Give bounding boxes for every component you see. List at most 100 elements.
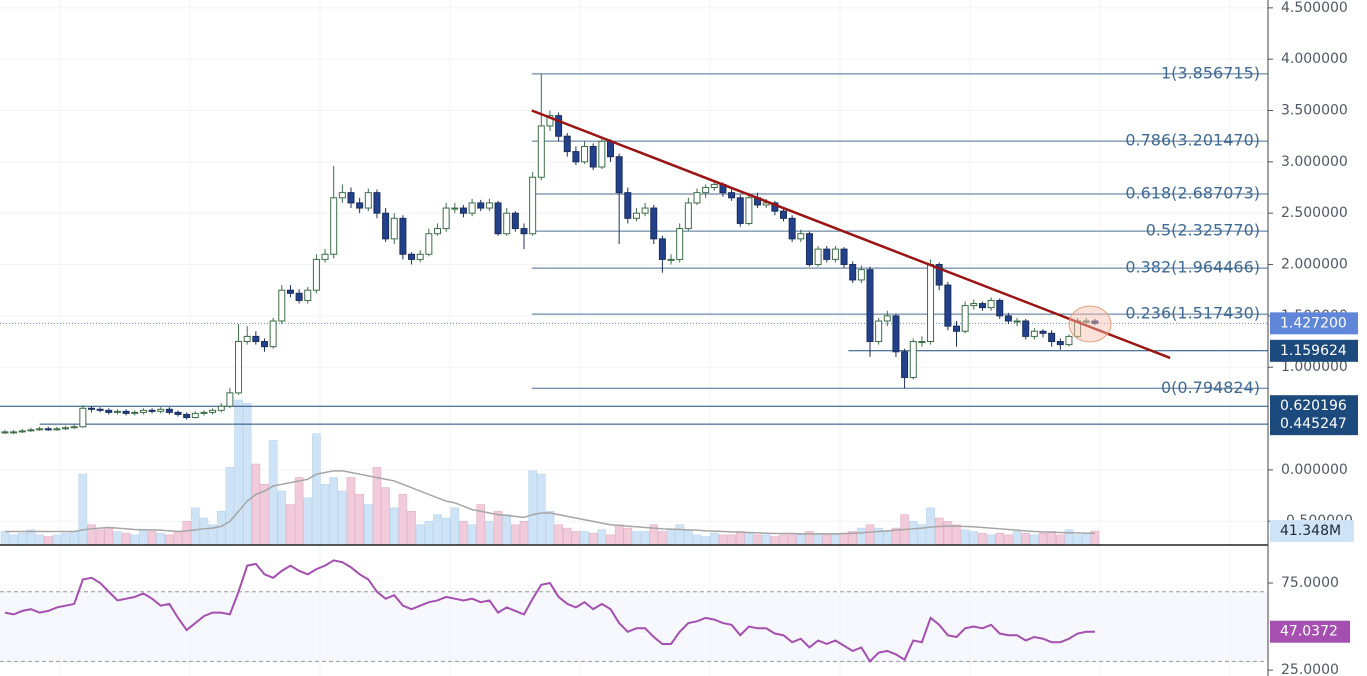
volume-bar [1056,534,1065,546]
volume-bar [1081,532,1091,546]
candle-body [1082,320,1090,323]
candle-body [79,407,87,428]
price-line-label: 0.620196 [1280,398,1347,414]
candle-body [459,207,467,214]
candle-body [745,197,753,224]
candle-body [572,151,580,163]
candle-body [286,289,294,294]
candle-body [442,207,450,230]
candle-body [883,315,891,322]
y-tick-label: 3.500000 [1281,103,1348,119]
volume-bar [779,534,788,546]
volume-bar [857,527,866,546]
price-line-label: 0.445247 [1280,416,1347,432]
candle-body [1030,330,1038,337]
candle-body [304,289,312,301]
candle-body [96,408,104,411]
volume-bar [485,521,494,546]
volume-bar [718,534,728,546]
candle-body [1056,341,1064,346]
volume-bar [511,524,520,546]
volume-bar [355,494,364,546]
candle-body [477,202,485,209]
trendline [531,109,1171,360]
candle-body [658,238,666,260]
fib-label: 0.5(2.325770) [1146,221,1260,240]
candle-body [451,207,459,210]
volume-bar [727,534,736,546]
fib-label: 0.618(2.687073) [1125,183,1260,202]
volume-bar [338,490,347,546]
volume-bar [415,524,425,546]
volume-bar [614,524,624,546]
volume-bar [640,531,650,546]
volume-bar [684,529,693,546]
candle-body [70,426,78,429]
candle-body [831,248,839,260]
candle-body [200,411,208,414]
candle-body [62,427,70,430]
candle-body [217,405,225,411]
candle-body [814,248,822,266]
volume-bar [536,473,546,546]
candle-body [866,269,874,343]
volume-bar [260,484,269,546]
volume-bar [735,531,745,546]
volume-bar [562,527,572,546]
volume-last-box [1270,520,1354,543]
candle-body [918,341,926,344]
volume-ma-line [5,470,1095,535]
volume-bar [882,531,892,546]
fib-label: 0.786(3.201470) [1125,131,1260,150]
volume-bar [43,536,53,546]
candle-body [667,258,675,261]
candle-body [555,115,563,137]
candle-body [382,212,390,240]
candle-body [875,320,883,343]
rsi-line [4,559,1095,663]
candle-body [892,315,900,353]
fib-label: 1(3.856715) [1161,63,1260,82]
volume-bar [450,507,460,546]
candle-body [650,207,658,240]
volume-bar [121,532,131,546]
candle-body [511,212,519,230]
volume-bar [173,531,183,546]
volume-bar [796,534,806,546]
volume-bar [978,532,987,546]
volume-bar [95,529,105,546]
volume-bar [580,531,589,546]
candle-body [399,217,407,255]
volume-bar [934,517,944,546]
volume-bar [528,470,537,546]
candle-body [641,207,649,214]
candle-body [356,202,364,209]
volume-bar [502,514,512,546]
candle-body [961,305,969,332]
candle-body [1013,320,1021,323]
volume-bar [407,510,416,546]
volume-bar [303,497,313,546]
volume-bar [908,521,918,546]
last-price-box [1270,312,1358,335]
candle-body [53,428,61,431]
candle-body [148,409,156,412]
volume-bar [519,521,529,546]
candle-body [191,412,199,419]
y-tick-label: 0.000000 [1281,462,1348,478]
candle-body [408,253,416,260]
candle-body [624,192,632,219]
volume-bar [839,532,849,546]
volume-bar [960,529,970,546]
volume-bar [182,521,191,546]
volume-bar [1047,531,1056,546]
candle-body [840,248,848,266]
candle-body [364,192,372,209]
candle-body [1091,320,1099,324]
volume-bar [597,529,607,546]
volume-bar [268,440,278,546]
candle-body [174,411,182,415]
fib-label: 0(0.794824) [1161,378,1260,397]
last-price-label: 1.427200 [1280,315,1347,331]
